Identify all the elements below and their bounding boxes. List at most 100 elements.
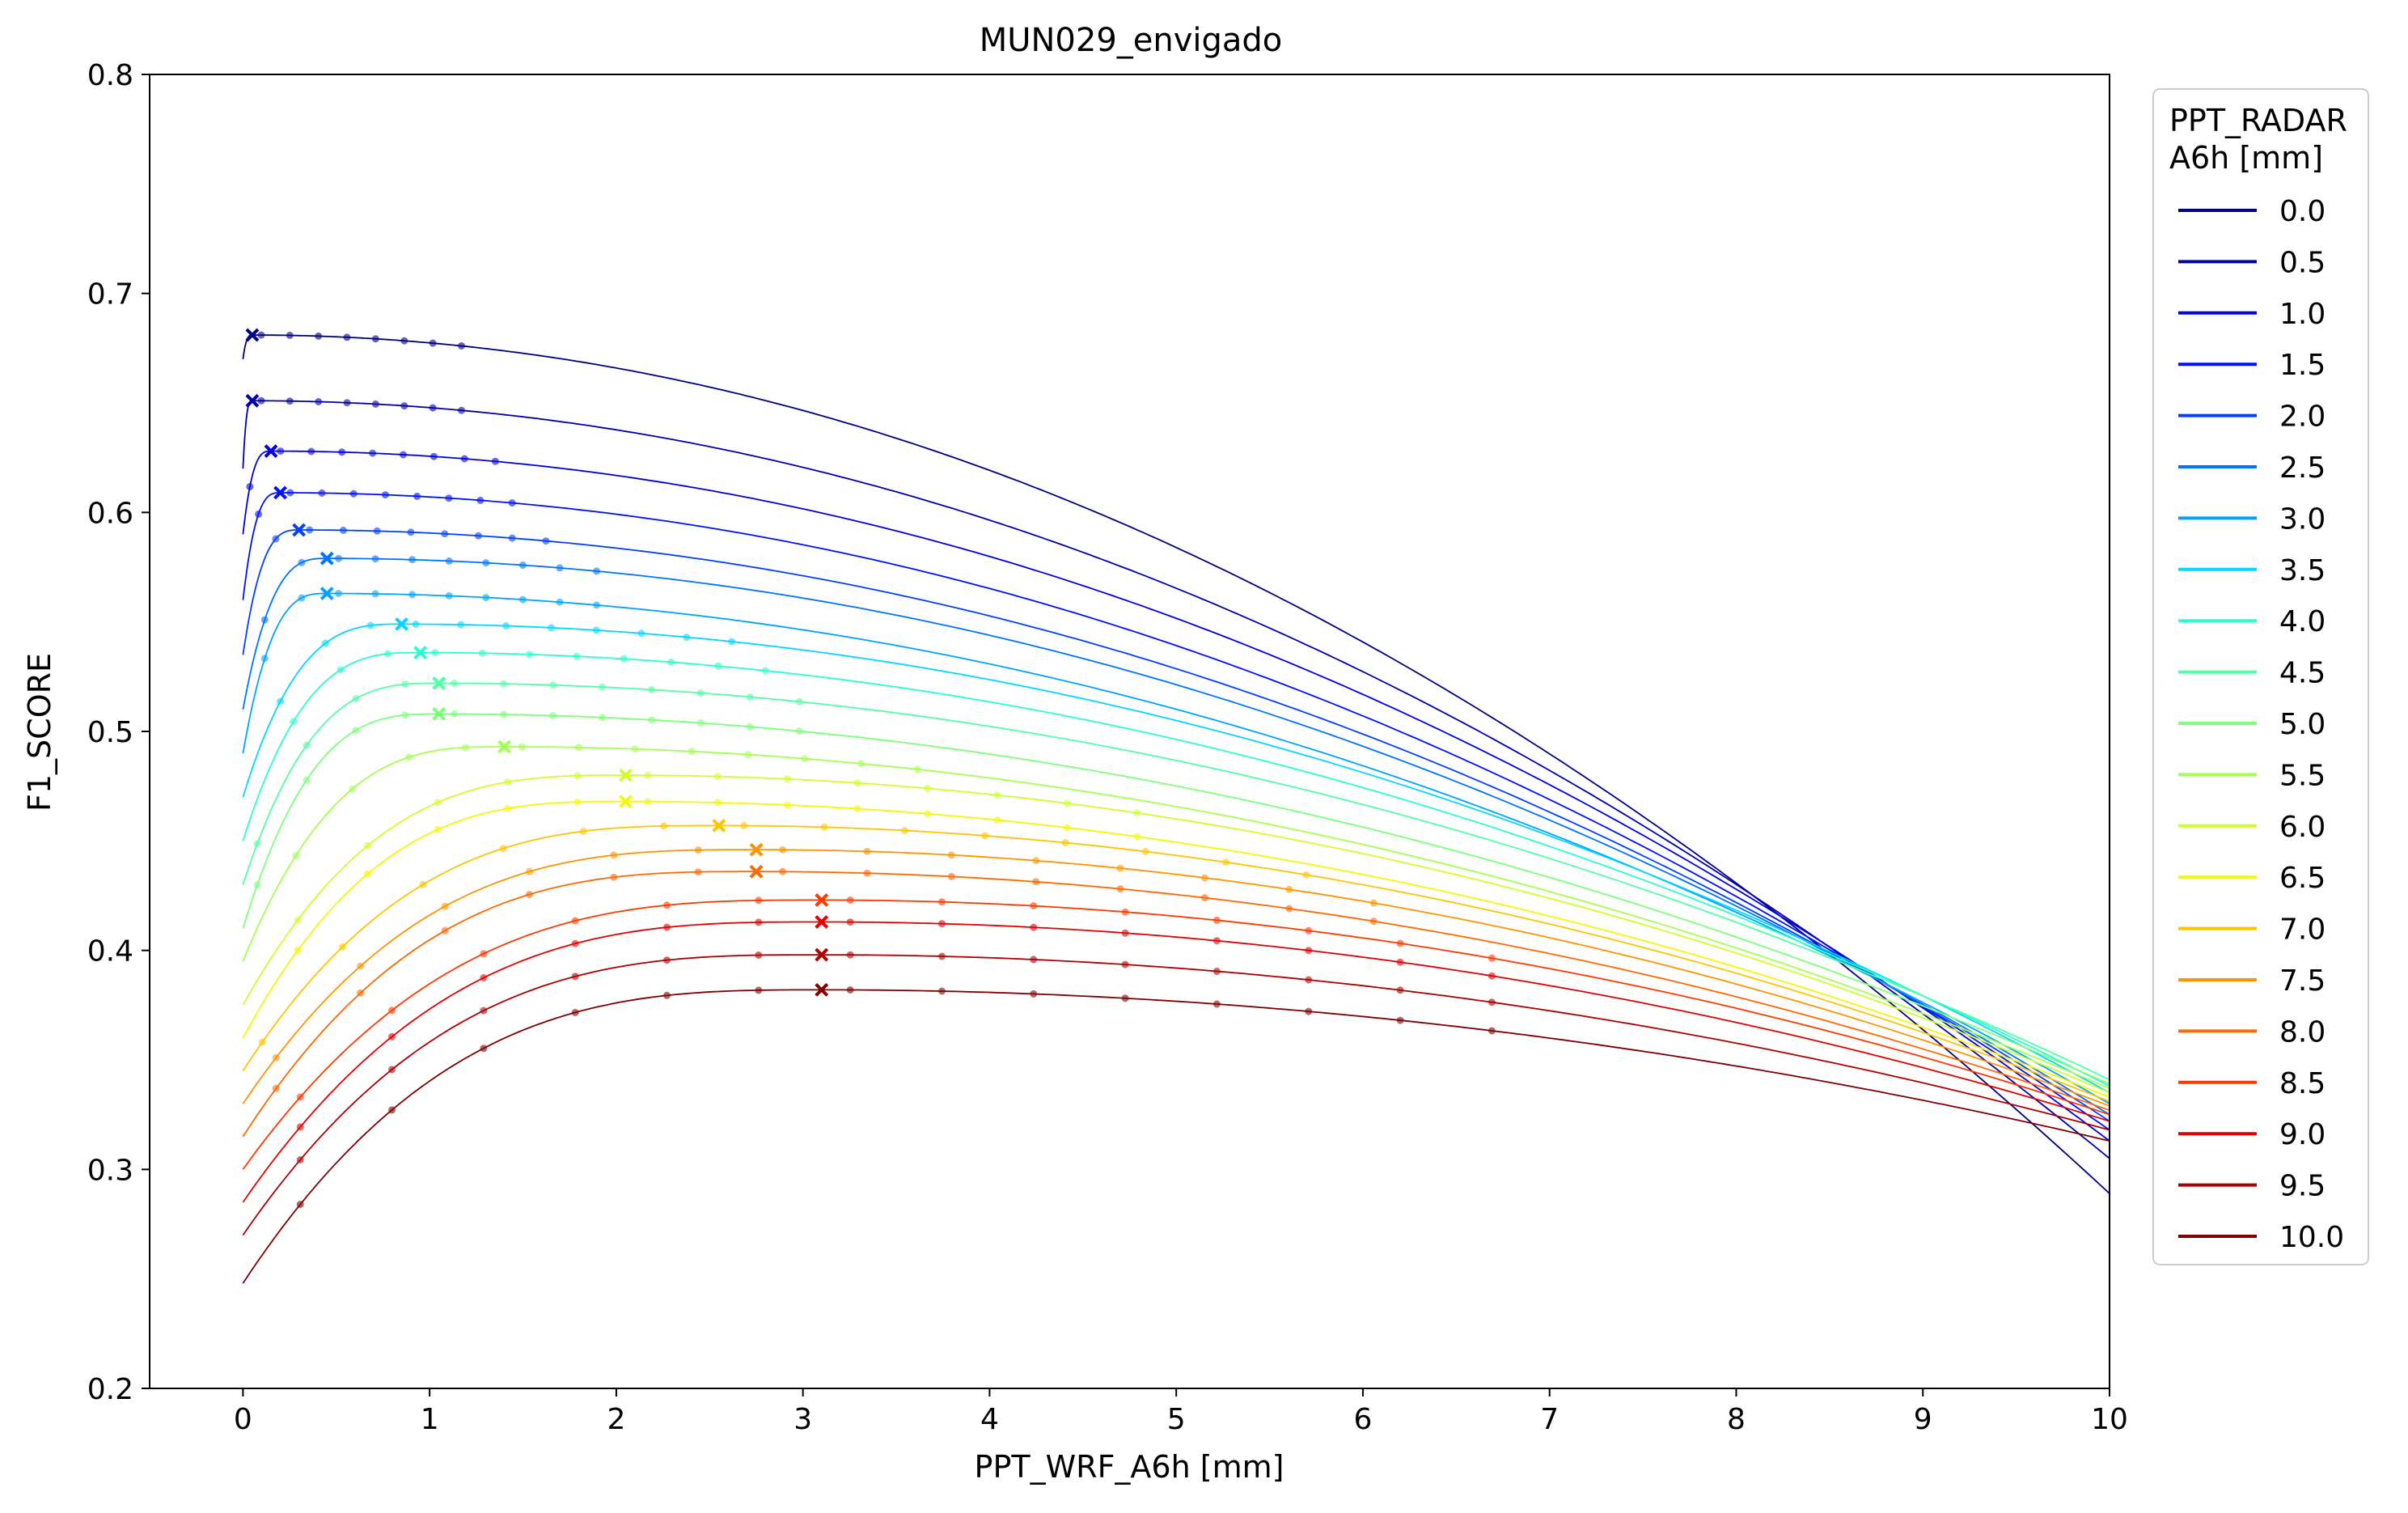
legend-label: 2.0: [2279, 400, 2325, 434]
legend-item: 1.5: [2178, 349, 2325, 382]
sample-point: [349, 490, 358, 498]
sample-point: [599, 714, 606, 722]
legend-label: 0.0: [2279, 195, 2325, 228]
sample-point: [315, 398, 323, 405]
optimum-marker-stroke: [815, 915, 829, 929]
sample-point: [335, 554, 342, 562]
optimum-marker: [815, 947, 829, 962]
sample-point: [593, 567, 601, 575]
sample-point: [663, 991, 671, 999]
sample-point: [746, 723, 754, 731]
legend-title-unit: A6h [mm]: [2169, 140, 2323, 176]
sample-point: [900, 827, 908, 834]
optimum-marker-stroke: [815, 982, 829, 997]
sample-point: [1305, 976, 1313, 984]
sample-point: [369, 449, 377, 457]
series-line: [242, 774, 2110, 1094]
sample-point: [1133, 809, 1141, 817]
legend-label: 3.0: [2279, 502, 2325, 536]
sample-point: [938, 898, 946, 906]
sample-point: [1032, 878, 1040, 886]
sample-point: [620, 655, 628, 663]
sample-point: [571, 939, 579, 947]
optimum-marker: [432, 676, 446, 690]
sample-point: [1061, 839, 1069, 846]
sample-point: [644, 798, 651, 806]
sample-point: [846, 896, 854, 904]
sample-point: [388, 1032, 396, 1040]
optimum-marker: [320, 551, 334, 566]
legend-item: 7.0: [2178, 913, 2325, 947]
optimum-marker-stroke: [320, 587, 334, 600]
sample-point: [460, 455, 468, 463]
sample-point: [357, 989, 365, 997]
optimum-marker: [395, 617, 408, 631]
sample-point: [593, 601, 601, 609]
sample-point: [571, 917, 579, 925]
sample-point: [744, 751, 752, 759]
sample-point: [277, 697, 284, 706]
legend-item: 5.0: [2178, 708, 2325, 741]
sample-point: [1488, 1027, 1496, 1035]
sample-point: [1212, 1000, 1221, 1008]
sample-point: [694, 868, 702, 876]
legend-item: 7.5: [2178, 964, 2325, 998]
x-tick-label: 0: [234, 1403, 252, 1436]
legend-label: 2.5: [2279, 451, 2325, 485]
sample-point: [1396, 958, 1404, 966]
sample-point: [526, 867, 533, 875]
sample-point: [755, 951, 763, 959]
legend-label: 6.5: [2279, 862, 2325, 895]
legend-label: 0.5: [2279, 246, 2325, 279]
series-line: [242, 921, 2110, 1203]
sample-point: [728, 638, 736, 646]
sample-point: [610, 873, 618, 881]
sample-point: [1121, 960, 1129, 968]
sample-point: [407, 528, 415, 536]
sample-point: [573, 798, 582, 806]
sample-point: [429, 404, 437, 412]
series-line: [242, 651, 2110, 1087]
sample-point: [349, 785, 357, 793]
sample-point: [556, 564, 564, 572]
sample-point: [683, 634, 691, 641]
optimum-marker-stroke: [497, 740, 511, 754]
legend-title: PPT_RADAR: [2169, 103, 2347, 138]
sample-point: [1121, 994, 1129, 1002]
sample-point: [573, 772, 582, 780]
sample-point: [434, 799, 442, 807]
sample-point: [296, 1156, 304, 1163]
sample-point: [461, 744, 469, 752]
sample-point: [338, 448, 346, 456]
sample-point: [373, 527, 381, 535]
legend-item: 0.0: [2178, 195, 2325, 228]
sample-point: [480, 974, 488, 981]
sample-point: [1116, 885, 1124, 893]
sample-point: [296, 1093, 304, 1101]
legend-item: 9.5: [2178, 1170, 2325, 1203]
legend-frame: [2152, 88, 2369, 1265]
sample-point: [746, 693, 754, 701]
sample-point: [1302, 871, 1310, 879]
sample-point: [286, 332, 294, 339]
sample-point: [1285, 905, 1293, 913]
chart-title: MUN029_envigado: [980, 22, 1283, 59]
sample-point: [431, 649, 439, 657]
sample-point: [482, 559, 490, 567]
x-tick-label: 8: [1727, 1403, 1746, 1436]
sample-point: [663, 956, 671, 964]
sample-point: [853, 805, 861, 812]
sample-point: [296, 1201, 304, 1209]
sample-point: [1116, 864, 1124, 872]
sample-point: [740, 822, 748, 829]
sample-point: [779, 846, 787, 854]
sample-point: [272, 1084, 280, 1092]
sample-point: [571, 973, 579, 981]
legend-label: 4.5: [2279, 657, 2325, 690]
legend-item: 2.5: [2178, 451, 2325, 485]
sample-point: [277, 447, 285, 456]
sample-point: [260, 616, 269, 624]
sample-point: [371, 400, 379, 408]
sample-point: [1133, 833, 1141, 841]
sample-point: [478, 649, 486, 657]
